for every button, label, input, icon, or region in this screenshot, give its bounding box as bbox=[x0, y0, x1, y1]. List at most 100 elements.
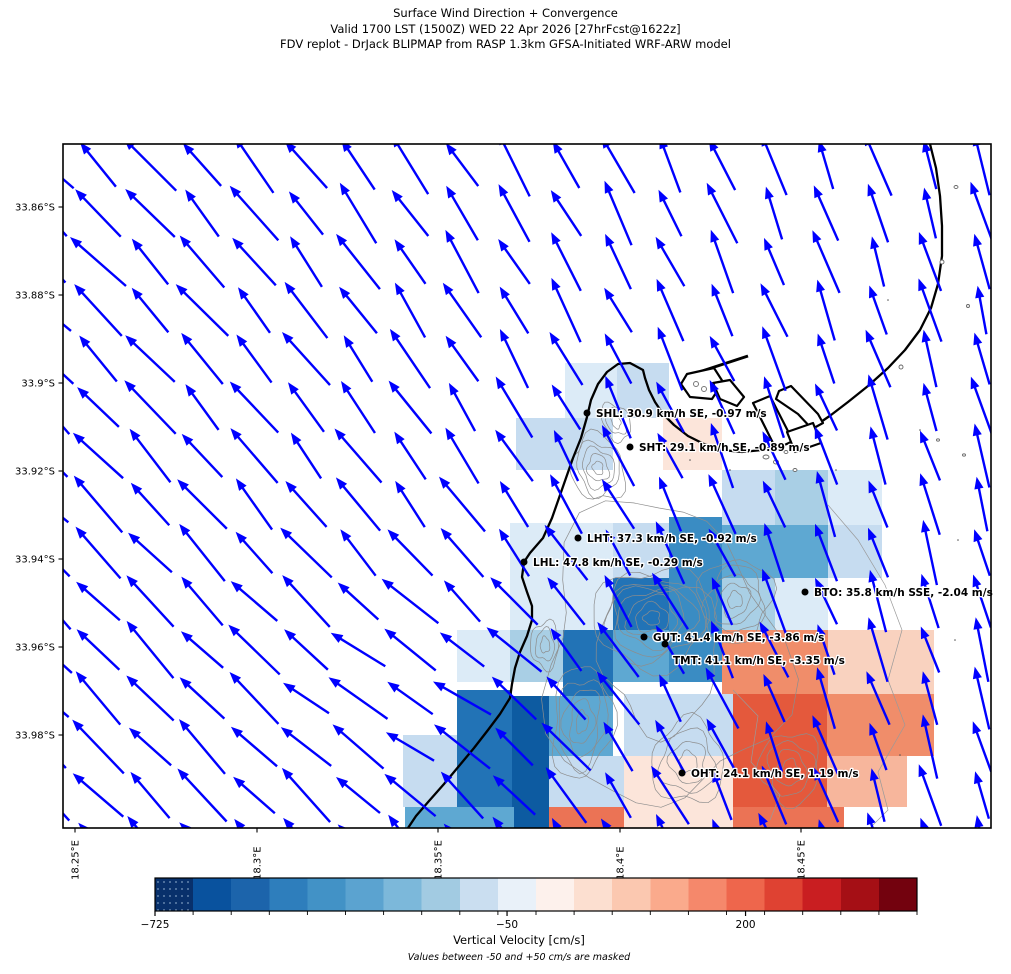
wind-arrow-head bbox=[815, 577, 825, 591]
wind-arrow-shaft bbox=[819, 632, 836, 676]
wind-arrow-head bbox=[80, 144, 92, 155]
wind-arrow-head bbox=[499, 481, 511, 494]
wind-arrow-head bbox=[433, 681, 446, 692]
islet bbox=[966, 304, 970, 308]
wind-arrow-head bbox=[765, 721, 774, 735]
wind-arrow-shaft bbox=[186, 636, 224, 669]
wind-arrow-head bbox=[337, 824, 347, 828]
contour-ring bbox=[582, 445, 615, 491]
wind-arrow-shaft bbox=[63, 372, 75, 385]
islet bbox=[936, 438, 940, 442]
wind-arrow-head bbox=[130, 771, 142, 784]
wind-arrow-head bbox=[70, 237, 83, 249]
wind-arrow-head bbox=[551, 277, 561, 291]
wind-arrow-head bbox=[384, 628, 397, 640]
wind-arrow-head bbox=[604, 287, 615, 301]
wind-arrow-head bbox=[705, 667, 716, 681]
wind-arrow-shaft bbox=[233, 629, 281, 676]
wind-arrow-shaft bbox=[975, 144, 991, 196]
wind-arrow-shaft bbox=[452, 390, 477, 432]
contour-ring bbox=[714, 573, 762, 625]
wind-arrow-shaft bbox=[765, 384, 786, 439]
wind-arrow-shaft bbox=[186, 582, 224, 627]
wind-arrow-shaft bbox=[446, 289, 483, 339]
wind-arrow-shaft bbox=[975, 431, 991, 488]
colorbar-segment bbox=[193, 878, 232, 911]
wind-arrow-head bbox=[495, 376, 506, 390]
colorbar-hatch-dot bbox=[157, 881, 159, 883]
colorbar-segment bbox=[383, 878, 423, 911]
wind-arrow-shaft bbox=[136, 293, 170, 334]
station-marker bbox=[801, 588, 809, 596]
wind-arrow-head bbox=[492, 816, 504, 828]
wind-arrow-shaft bbox=[714, 826, 718, 828]
wind-arrow-head bbox=[336, 777, 349, 789]
wind-arrow-head bbox=[486, 627, 499, 639]
wind-arrow-head bbox=[179, 235, 191, 248]
colorbar-segment bbox=[650, 878, 689, 911]
wind-arrow-head bbox=[712, 818, 721, 828]
colorbar-segment bbox=[612, 878, 651, 911]
wind-arrow-head bbox=[975, 285, 985, 299]
wind-arrow-shaft bbox=[661, 681, 682, 723]
wind-arrow-shaft bbox=[762, 629, 790, 678]
contour-ring bbox=[534, 626, 556, 662]
wind-arrow-shaft bbox=[867, 144, 893, 197]
wind-arrow-head bbox=[919, 473, 929, 487]
wind-arrow-shaft bbox=[977, 823, 981, 828]
wind-arrow-shaft bbox=[189, 196, 220, 238]
wind-arrow-head bbox=[710, 229, 720, 243]
contour-ring bbox=[774, 748, 808, 787]
map-speck bbox=[689, 459, 691, 461]
wind-arrow-head bbox=[813, 767, 823, 781]
wind-arrow-head bbox=[284, 629, 297, 641]
wind-arrow-head bbox=[921, 329, 931, 343]
wind-arrow-head bbox=[922, 187, 932, 201]
colorbar-segment bbox=[269, 878, 308, 911]
wind-arrow-shaft bbox=[553, 481, 583, 535]
contour-ring bbox=[657, 727, 718, 794]
colorbar-axis-label: Vertical Velocity [cm/s] bbox=[453, 933, 585, 947]
colorbar-hatch-dot bbox=[181, 902, 183, 904]
wind-arrow-shaft bbox=[84, 829, 117, 864]
map-speck bbox=[729, 469, 731, 471]
wind-arrow-shaft bbox=[63, 618, 72, 631]
wind-arrow-head bbox=[126, 675, 139, 688]
wind-arrow-head bbox=[229, 185, 242, 198]
wind-arrow-shaft bbox=[601, 628, 640, 678]
wind-arrow-head bbox=[235, 478, 247, 491]
wind-arrow-head bbox=[342, 144, 352, 152]
wind-arrow-shaft bbox=[449, 342, 480, 382]
wind-arrow-shaft bbox=[448, 434, 480, 485]
wind-arrow-head bbox=[549, 332, 560, 345]
colorbar-segment bbox=[345, 878, 385, 911]
wind-arrow-shaft bbox=[235, 434, 279, 484]
wind-arrow-head bbox=[656, 814, 666, 827]
wind-arrow-head bbox=[816, 279, 825, 293]
wind-arrow-head bbox=[336, 233, 348, 247]
wind-arrow-shaft bbox=[24, 825, 74, 868]
colorbar-hatch-dot bbox=[175, 888, 177, 890]
harbor-breakwater-arm bbox=[774, 384, 825, 431]
wind-arrow-head bbox=[499, 286, 510, 300]
wind-arrow-shaft bbox=[605, 486, 636, 530]
figure-title-line1: Surface Wind Direction + Convergence bbox=[393, 6, 618, 20]
wind-arrow-shaft bbox=[976, 779, 991, 820]
wind-arrow-shaft bbox=[920, 772, 943, 827]
contour-ring bbox=[560, 689, 601, 758]
contour-ring bbox=[610, 415, 622, 430]
islet bbox=[962, 453, 966, 457]
wind-arrow-head bbox=[868, 527, 877, 541]
station-marker bbox=[520, 558, 528, 566]
wind-arrow-shaft bbox=[498, 780, 536, 816]
wind-arrow-shaft bbox=[659, 632, 686, 675]
wind-arrow-head bbox=[868, 480, 878, 494]
wind-arrow-shaft bbox=[814, 723, 841, 779]
wind-arrow-shaft bbox=[186, 827, 188, 828]
wind-arrow-shaft bbox=[976, 625, 990, 683]
wind-arrow-head bbox=[867, 374, 877, 388]
wind-arrow-head bbox=[288, 191, 300, 204]
y-tick-label: 33.86°S bbox=[15, 203, 55, 214]
wind-arrow-head bbox=[73, 475, 85, 488]
wind-arrow-head bbox=[72, 432, 85, 445]
